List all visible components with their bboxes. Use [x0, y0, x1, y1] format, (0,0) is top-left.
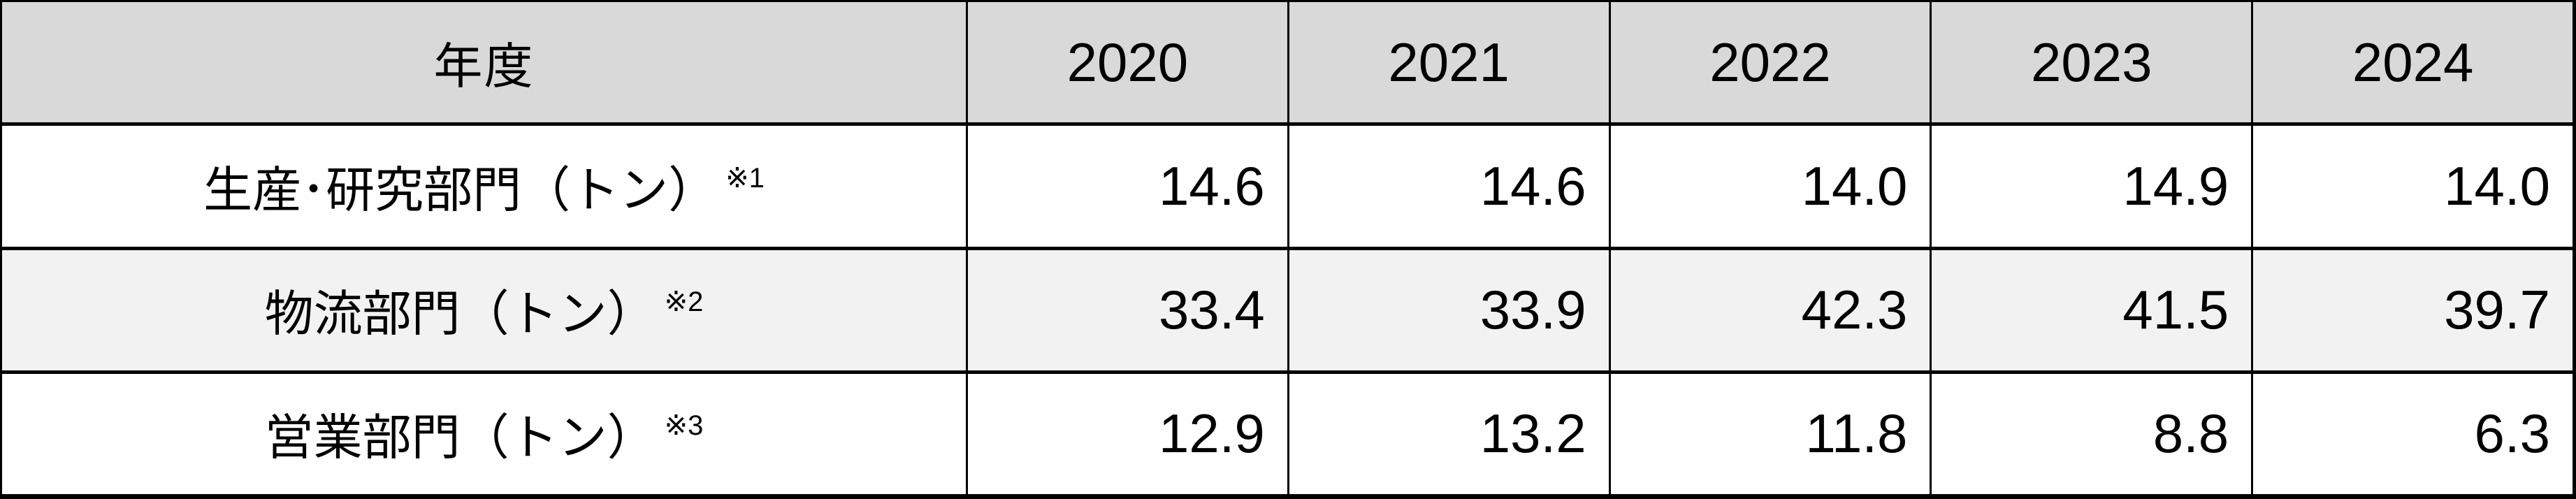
value: 8.8 — [2152, 403, 2229, 465]
row-label-cell: 営業部門（トン） ※3 — [2, 374, 966, 494]
value: 41.5 — [2122, 279, 2229, 341]
value-cell: 14.9 — [1930, 126, 2251, 247]
note-reference: ※3 — [664, 410, 704, 442]
value-cell: 13.2 — [1287, 373, 1609, 494]
year-header-label: 2022 — [1709, 31, 1831, 93]
row-label-wrap: 営業部門（トン） ※3 — [265, 398, 704, 469]
value: 33.4 — [1158, 279, 1265, 341]
year-header-cell: 2022 — [1608, 2, 1930, 123]
year-header-cell: 2024 — [2251, 2, 2573, 123]
row-label-cell: 物流部門（トン） ※2 — [2, 250, 966, 370]
value-cell: 12.9 — [966, 373, 1287, 494]
value: 14.0 — [1801, 154, 1908, 217]
value: 12.9 — [1158, 403, 1265, 465]
value-cell: 8.8 — [1930, 373, 2251, 494]
row-label-wrap: 物流部門（トン） ※2 — [265, 275, 704, 345]
value-cell: 41.5 — [1930, 249, 2251, 370]
table-row-production-research: 生産･研究部門（トン） ※1 14.6 14.6 14.0 14.9 14.0 — [2, 122, 2573, 247]
table-row-logistics: 物流部門（トン） ※2 33.4 33.9 42.3 41.5 39.7 — [2, 246, 2573, 370]
value-cell: 14.0 — [1608, 126, 1930, 247]
year-header-label: 2021 — [1388, 31, 1510, 93]
table-row-sales: 営業部門（トン） ※3 12.9 13.2 11.8 8.8 6.3 — [2, 370, 2573, 494]
row-label: 生産･研究部門（トン） — [203, 162, 718, 217]
year-header-label: 2020 — [1066, 31, 1189, 93]
corner-header-label: 年度 — [433, 38, 535, 94]
value: 39.7 — [2444, 279, 2550, 341]
value: 14.9 — [2122, 154, 2229, 217]
year-header-cell: 2023 — [1930, 2, 2251, 123]
value-cell: 39.7 — [2251, 249, 2573, 370]
row-label: 物流部門（トン） — [264, 287, 656, 342]
value: 42.3 — [1801, 279, 1908, 341]
value: 14.6 — [1479, 154, 1586, 217]
value-cell: 6.3 — [2251, 373, 2573, 494]
year-header-cell: 2020 — [966, 2, 1287, 123]
header-row: 年度 2020 2021 2022 2023 2024 — [2, 2, 2573, 123]
value: 11.8 — [1805, 403, 1908, 465]
value-cell: 33.4 — [966, 249, 1287, 370]
value: 6.3 — [2474, 403, 2550, 465]
row-label-cell: 生産･研究部門（トン） ※1 — [2, 126, 966, 246]
value-cell: 33.9 — [1287, 249, 1609, 370]
note-reference: ※2 — [664, 287, 704, 318]
value-cell: 14.6 — [966, 126, 1287, 247]
value: 13.2 — [1479, 403, 1586, 465]
value: 14.0 — [2444, 154, 2550, 217]
year-header-label: 2023 — [2031, 31, 2152, 93]
value: 14.6 — [1158, 154, 1265, 217]
year-header-label: 2024 — [2352, 31, 2474, 93]
note-reference: ※1 — [725, 162, 765, 194]
value-cell: 14.6 — [1287, 126, 1609, 247]
row-label-wrap: 生産･研究部門（トン） ※1 — [203, 151, 765, 222]
value-cell: 14.0 — [2251, 126, 2573, 247]
value-cell: 11.8 — [1608, 373, 1930, 494]
year-header-cell: 2021 — [1287, 2, 1609, 123]
value: 33.9 — [1479, 279, 1586, 341]
corner-header-cell: 年度 — [2, 2, 966, 122]
row-label: 営業部門（トン） — [264, 410, 656, 465]
value-cell: 42.3 — [1608, 249, 1930, 370]
